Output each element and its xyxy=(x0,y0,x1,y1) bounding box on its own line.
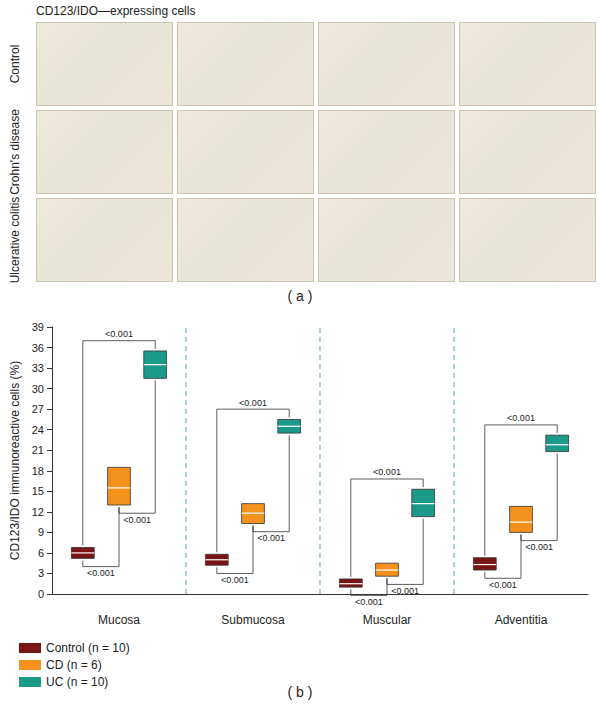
svg-text:33: 33 xyxy=(32,362,44,374)
html-text:CD123/IDO—expressing cells: CD123/IDO—expressing cells xyxy=(36,4,196,18)
html-text:Crohn's disease: Crohn's disease xyxy=(8,109,22,195)
svg-text:24: 24 xyxy=(32,424,44,436)
svg-text:<0.001: <0.001 xyxy=(257,533,285,543)
svg-text:15: 15 xyxy=(32,485,44,497)
svg-text:<0.001: <0.001 xyxy=(507,413,535,423)
svg-text:<0.001: <0.001 xyxy=(123,515,151,525)
svg-text:( b ): ( b ) xyxy=(288,684,313,700)
svg-text:<0.001: <0.001 xyxy=(105,329,133,339)
svg-text:Mucosa: Mucosa xyxy=(98,613,140,627)
svg-text:21: 21 xyxy=(32,444,44,456)
svg-text:<0.001: <0.001 xyxy=(489,580,517,590)
svg-text:<0.001: <0.001 xyxy=(391,586,419,596)
svg-text:Control (n = 10): Control (n = 10) xyxy=(46,641,130,655)
svg-text:36: 36 xyxy=(32,342,44,354)
html-text:Ulcerative colitis: Ulcerative colitis xyxy=(8,196,22,284)
svg-text:3: 3 xyxy=(38,567,44,579)
svg-text:<0.001: <0.001 xyxy=(525,542,553,552)
html-text:Control: Control xyxy=(8,44,22,84)
svg-text:6: 6 xyxy=(38,547,44,559)
svg-text:<0.001: <0.001 xyxy=(221,575,249,585)
svg-text:12: 12 xyxy=(32,506,44,518)
svg-text:30: 30 xyxy=(32,383,44,395)
svg-text:CD (n = 6): CD (n = 6) xyxy=(46,658,102,672)
html-text:( a ): ( a ) xyxy=(287,288,313,304)
svg-text:39: 39 xyxy=(32,321,44,333)
svg-text:Muscular: Muscular xyxy=(363,613,412,627)
svg-text:UC (n = 10): UC (n = 10) xyxy=(46,675,108,689)
svg-text:<0.001: <0.001 xyxy=(373,467,401,477)
svg-text:0: 0 xyxy=(38,588,44,600)
svg-text:CD123/IDO immunoreactive cells: CD123/IDO immunoreactive cells (%) xyxy=(8,361,22,560)
svg-text:<0.001: <0.001 xyxy=(87,568,115,578)
svg-text:9: 9 xyxy=(38,526,44,538)
svg-text:<0.001: <0.001 xyxy=(239,398,267,408)
svg-text:Adventitia: Adventitia xyxy=(495,613,548,627)
svg-text:<0.001: <0.001 xyxy=(355,597,383,607)
svg-text:18: 18 xyxy=(32,465,44,477)
svg-text:Submucosa: Submucosa xyxy=(221,613,285,627)
svg-text:27: 27 xyxy=(32,403,44,415)
